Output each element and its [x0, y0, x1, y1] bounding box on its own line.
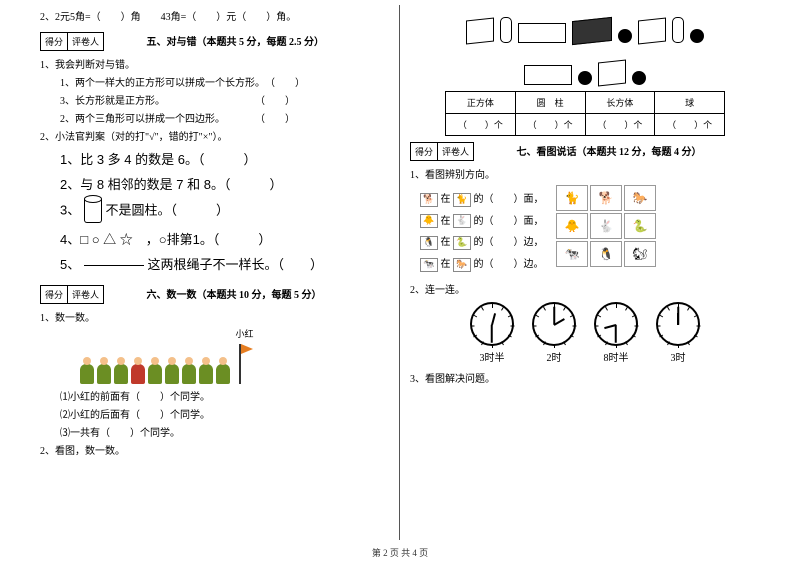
animal-icon: 🐥: [420, 214, 438, 228]
dir-3: 🐧 在 🐍 的（ ）边，: [420, 233, 544, 250]
th-cuboid: 长方体: [585, 92, 655, 114]
s6-q2: 2、看图，数一数。: [40, 442, 389, 457]
grader-label: 评卷人: [68, 33, 103, 50]
xiaohong-label: 小红: [100, 327, 389, 340]
page-footer: 第 2 页 共 4 页: [0, 546, 800, 559]
section-5-title: 五、对与错（本题共 5 分，每题 2.5 分）: [147, 37, 325, 48]
count-table: 正方体 圆 柱 长方体 球 （ ）个 （ ）个 （ ）个 （ ）个: [445, 91, 725, 136]
clock: 3时半: [470, 302, 514, 364]
left-column: 2、2元5角=（ ）角 43角=（ ）元（ ）角。 得分 评卷人 五、对与错（本…: [30, 5, 400, 540]
animal-icon: 🐇: [453, 214, 471, 228]
q2-currency: 2、2元5角=（ ）角 43角=（ ）元（ ）角。: [40, 8, 389, 23]
grid-cell: 🐍: [624, 213, 656, 239]
s6-q1: 1、数一数。: [40, 309, 389, 324]
clock: 8时半: [594, 302, 638, 364]
grid-cell: 🐇: [590, 213, 622, 239]
s6-sub1: ⑴小红的前面有（ ）个同学。: [60, 388, 389, 403]
s7-q2: 2、连一连。: [410, 281, 760, 296]
animal-icon: 🐕: [420, 193, 438, 207]
clock-label: 3时半: [470, 349, 514, 364]
grid-cell: 🐧: [590, 241, 622, 267]
right-column: 正方体 圆 柱 长方体 球 （ ）个 （ ）个 （ ）个 （ ）个 得分 评卷人…: [400, 5, 770, 540]
s5-q1c: 2、两个三角形可以拼成一个四边形。 （ ）: [60, 110, 389, 125]
animal-icon: 🐍: [453, 236, 471, 250]
clock-label: 2时: [532, 349, 576, 364]
s5-judge-1: 1、比 3 多 4 的数是 6。（ ）: [60, 149, 389, 168]
direction-sentences: 🐕 在 🐈 的（ ）面， 🐥 在 🐇 的（ ）面， 🐧 在 🐍 的（ ）边，: [420, 185, 544, 277]
s6-sub2: ⑵小红的后面有（ ）个同学。: [60, 406, 389, 421]
s5-judge-4: 4、□ ○ △ ☆ ，○排第1。（ ）: [60, 229, 389, 248]
score-label: 得分: [41, 33, 68, 50]
flag-icon: [239, 344, 241, 384]
s5-b3-suffix: 不是圆柱。（ ）: [105, 202, 229, 217]
section-7-title: 七、看图说话（本题共 12 分，每题 4 分）: [517, 147, 702, 158]
s5-q2: 2、小法官判案（对的打"√"，错的打"×"）。: [40, 128, 389, 143]
grid-cell: 🐿: [624, 241, 656, 267]
cell: （ ）个: [515, 114, 585, 136]
s5-b5-suffix: 这两根绳子不一样长。（ ）: [147, 257, 323, 272]
section-6-title: 六、数一数（本题共 10 分，每题 5 分）: [147, 290, 322, 301]
th-cylinder: 圆 柱: [515, 92, 585, 114]
cylinder-icon: [84, 199, 102, 223]
solids-image: [455, 5, 715, 85]
cell: （ ）个: [446, 114, 516, 136]
s5-judge-2: 2、与 8 相邻的数是 7 和 8。（ ）: [60, 174, 389, 193]
grid-cell: 🐥: [556, 213, 588, 239]
rope-icon: [84, 265, 144, 266]
s7-q3: 3、看图解决问题。: [410, 370, 760, 385]
dir-4: 🐄 在 🐎 的（ ）边。: [420, 255, 544, 272]
s7-q1: 1、看图辨别方向。: [410, 166, 760, 181]
cell: （ ）个: [585, 114, 655, 136]
s5-b3-prefix: 3、: [60, 202, 80, 217]
clock-label: 8时半: [594, 349, 638, 364]
kids-queue-image: [80, 344, 389, 384]
clock-label: 3时: [656, 349, 700, 364]
animal-grid: 🐈 🐕 🐎 🐥 🐇 🐍 🐄 🐧 🐿: [556, 185, 656, 267]
grid-cell: 🐕: [590, 185, 622, 211]
th-sphere: 球: [655, 92, 725, 114]
score-label: 得分: [411, 143, 438, 160]
clocks-row: 3时半 2时 8时半 3时: [410, 302, 760, 364]
animal-icon: 🐄: [420, 258, 438, 272]
dir-1: 🐕 在 🐈 的（ ）面，: [420, 190, 544, 207]
score-box-5: 得分 评卷人: [40, 32, 104, 51]
s5-q1b: 3、长方形就是正方形。 （ ）: [60, 92, 389, 107]
dir-2: 🐥 在 🐇 的（ ）面，: [420, 212, 544, 229]
grid-cell: 🐎: [624, 185, 656, 211]
grid-cell: 🐈: [556, 185, 588, 211]
clock: 2时: [532, 302, 576, 364]
animal-icon: 🐧: [420, 236, 438, 250]
grader-label: 评卷人: [68, 286, 103, 303]
s5-q1a: 1、两个一样大的正方形可以拼成一个长方形。 （ ）: [60, 74, 389, 89]
cell: （ ）个: [655, 114, 725, 136]
clock: 3时: [656, 302, 700, 364]
score-box-7: 得分 评卷人: [410, 142, 474, 161]
grid-cell: 🐄: [556, 241, 588, 267]
score-box-6: 得分 评卷人: [40, 285, 104, 304]
s5-b5-prefix: 5、: [60, 257, 80, 272]
score-label: 得分: [41, 286, 68, 303]
grader-label: 评卷人: [438, 143, 473, 160]
animal-icon: 🐎: [453, 258, 471, 272]
s5-judge-3: 3、 不是圆柱。（ ）: [60, 199, 389, 223]
s5-judge-5: 5、 这两根绳子不一样长。（ ）: [60, 254, 389, 273]
animal-icon: 🐈: [453, 193, 471, 207]
s5-q1: 1、我会判断对与错。: [40, 56, 389, 71]
s6-sub3: ⑶一共有（ ）个同学。: [60, 424, 389, 439]
th-cube: 正方体: [446, 92, 516, 114]
